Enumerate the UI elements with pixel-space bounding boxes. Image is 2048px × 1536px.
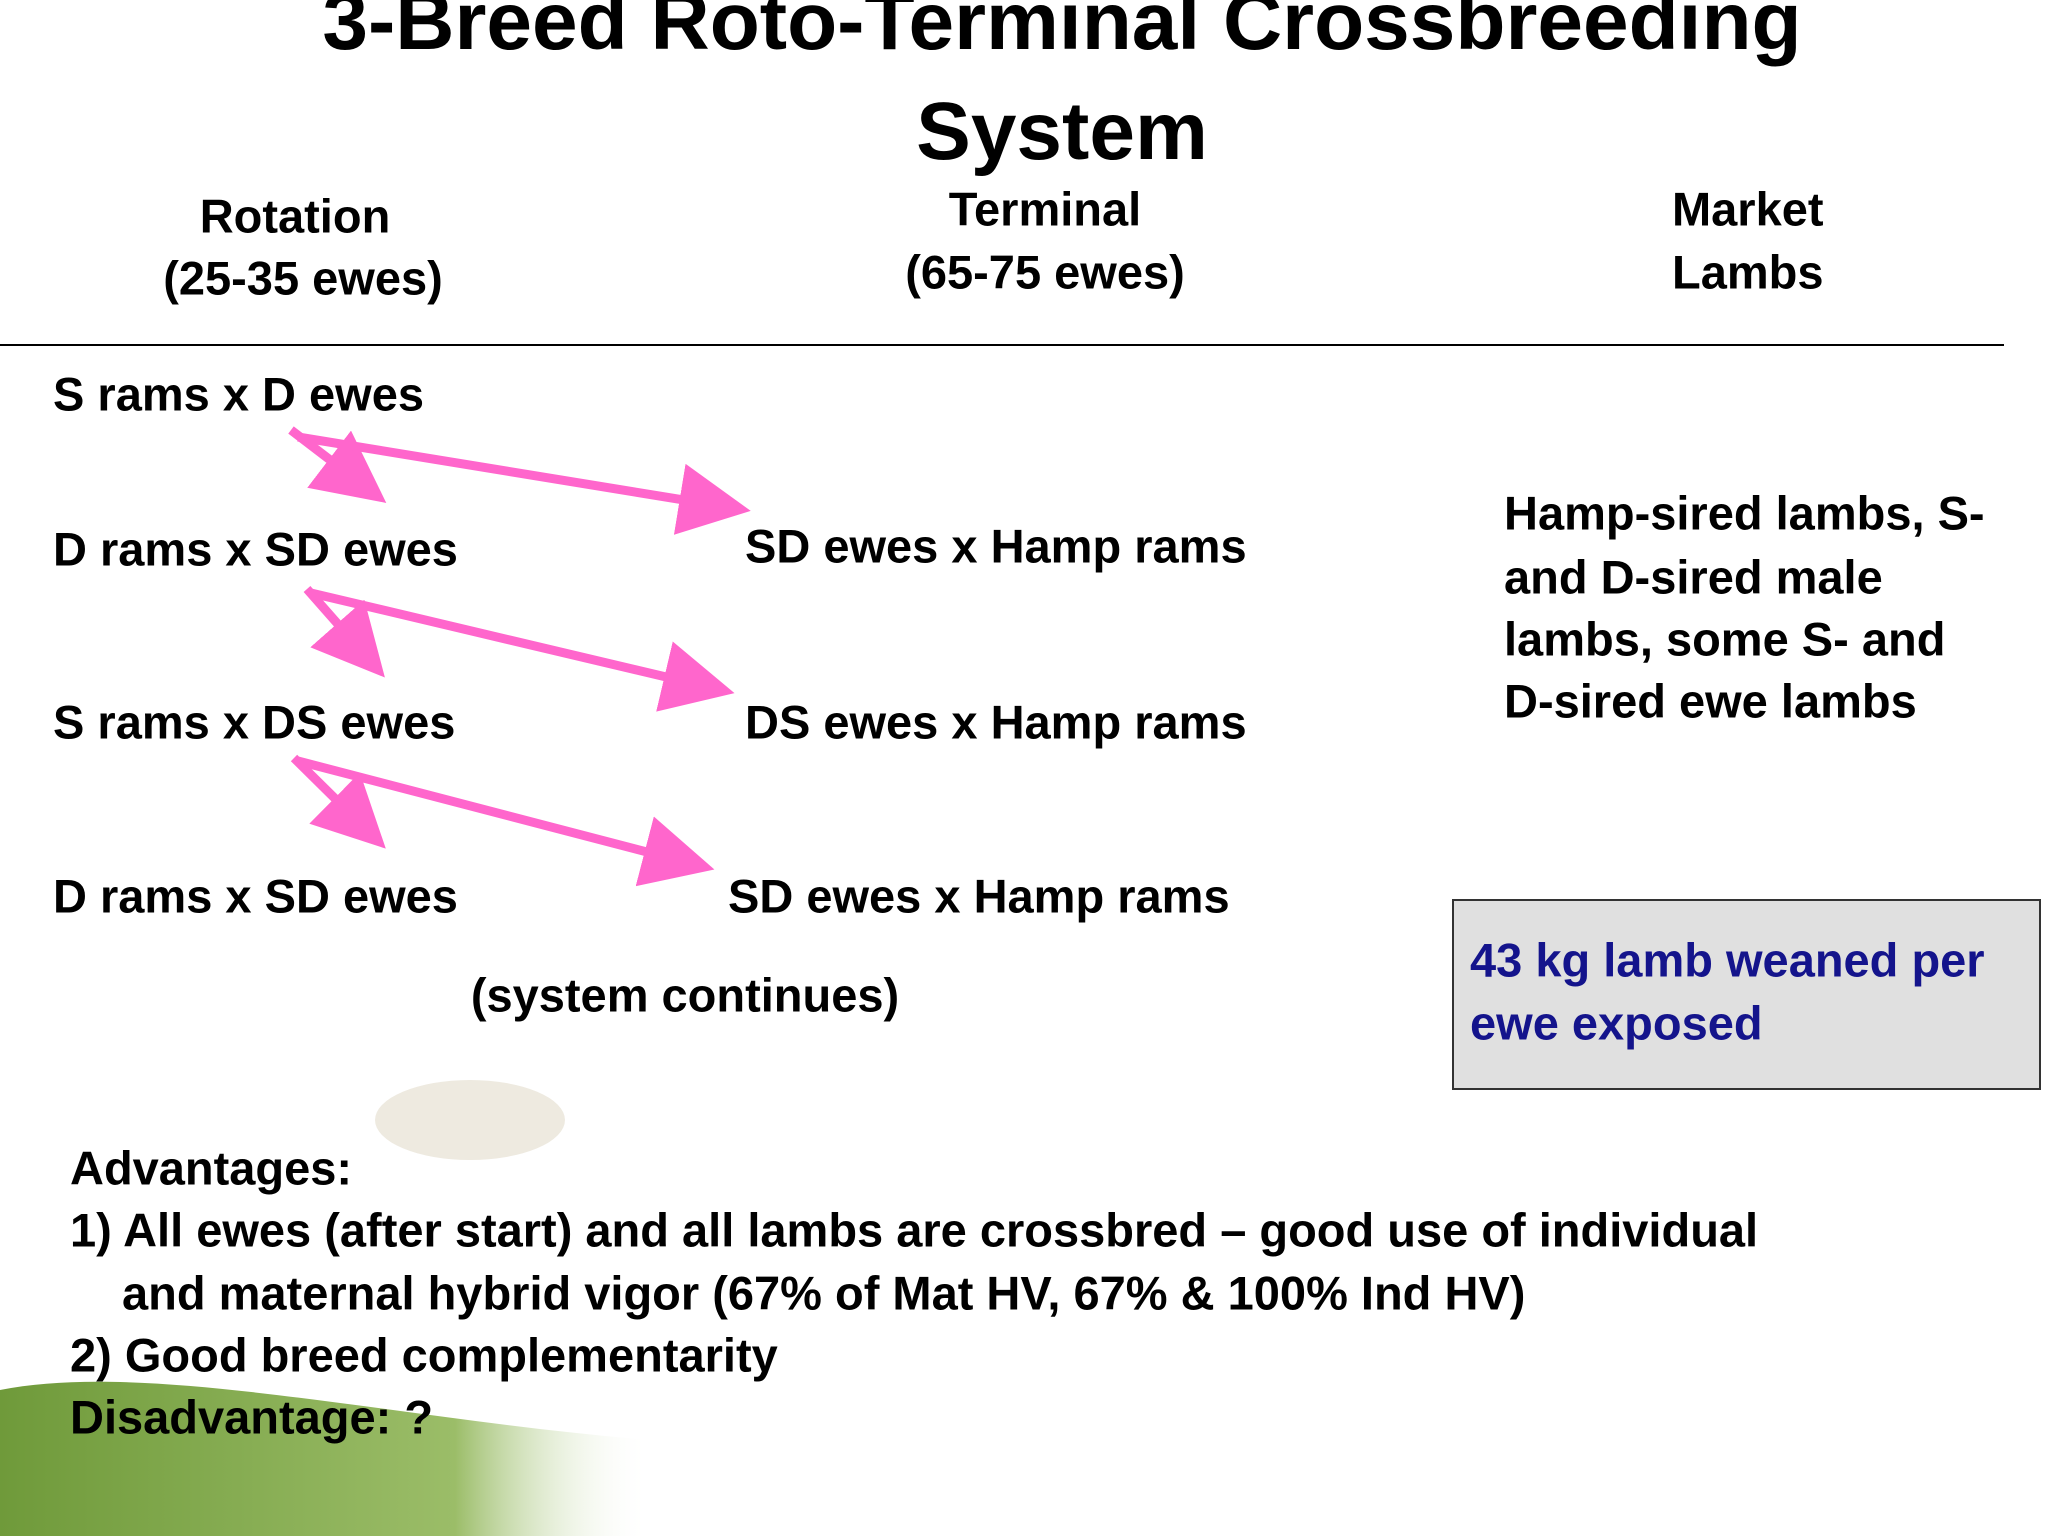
sheep-background: [375, 1080, 565, 1160]
notes-line: 1) All ewes (after start) and all lambs …: [70, 1203, 1759, 1257]
market-text: and D-sired male: [1504, 550, 1883, 604]
arrow: [296, 756, 715, 887]
terminal-cross: SD ewes x Hamp rams: [728, 869, 1230, 923]
notes-line: 2) Good breed complementarity: [70, 1328, 778, 1382]
rotation-cross: D rams x SD ewes: [53, 522, 458, 576]
rotation-cross: S rams x DS ewes: [53, 695, 456, 749]
column-header: (65-75 ewes): [905, 245, 1185, 299]
arrows: [288, 426, 751, 887]
arrow: [290, 754, 386, 849]
market-text: D-sired ewe lambs: [1504, 674, 1917, 728]
terminal-cross: SD ewes x Hamp rams: [745, 519, 1247, 573]
column-header: Rotation: [199, 189, 391, 243]
arrow: [309, 588, 735, 712]
result-text: 43 kg lamb weaned per: [1470, 933, 1985, 987]
title: System: [916, 86, 1208, 177]
terminal-cross: DS ewes x Hamp rams: [745, 695, 1247, 749]
notes-line: and maternal hybrid vigor (67% of Mat HV…: [122, 1266, 1526, 1320]
market-text: Hamp-sired lambs, S-: [1504, 486, 1985, 540]
column-header: Market: [1672, 182, 1824, 236]
result-text: ewe exposed: [1470, 996, 1763, 1050]
column-header: Lambs: [1672, 245, 1824, 299]
arrow: [303, 586, 385, 678]
column-header: Terminal: [948, 182, 1142, 236]
rotation-cross: D rams x SD ewes: [53, 869, 458, 923]
title: 3-Breed Roto-Terminal Crossbreeding: [322, 0, 1802, 67]
market-text: lambs, some S- and: [1504, 612, 1946, 666]
notes-line: Disadvantage: ?: [70, 1390, 434, 1444]
notes-line: Advantages:: [70, 1141, 353, 1195]
column-header: (25-35 ewes): [163, 251, 443, 305]
arrow: [297, 432, 751, 535]
continuation-note: (system continues): [470, 968, 900, 1022]
grass-background: [0, 1381, 650, 1536]
result-box: [1452, 899, 2041, 1090]
rotation-cross: S rams x D ewes: [53, 367, 424, 421]
